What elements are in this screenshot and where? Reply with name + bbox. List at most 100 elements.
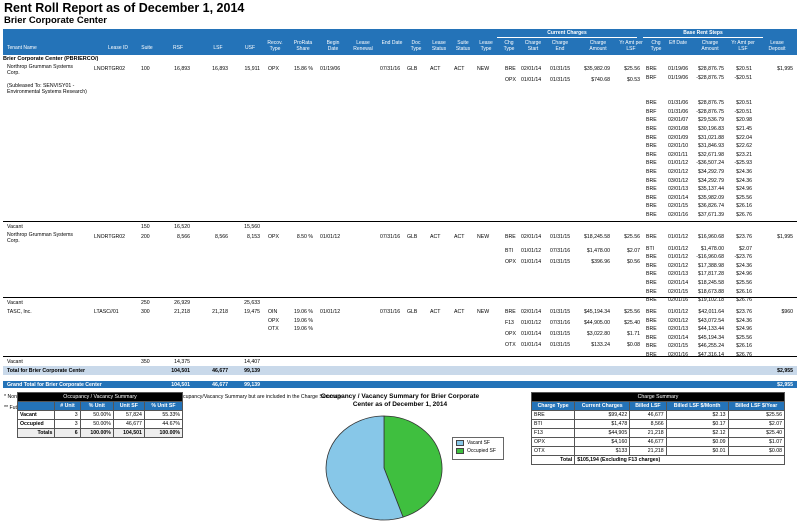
occupancy-cell: 100.00%: [143, 428, 184, 438]
yr-amt-per-lsf: $25.56: [624, 234, 640, 240]
step-yr-amt-per-lsf: $26.76: [736, 212, 752, 218]
header-base-rent-steps: Base Rent Steps: [643, 30, 763, 38]
step-yr-amt-per-lsf: -$20.51: [734, 108, 752, 115]
header-rsf: RSF: [173, 45, 183, 51]
header-lease-renewal: Lease Renewal: [353, 40, 373, 52]
step-yr-amt-per-lsf: -$25.93: [734, 160, 752, 167]
total-label: Total: [530, 455, 576, 465]
step-charge-amount: $18,245.58: [698, 280, 724, 286]
grand-total-deposit: $2,955: [777, 381, 793, 388]
lsf: 16,893: [212, 66, 228, 72]
table-row: Occupied 3 50.00% 46,677 44.67%: [16, 419, 184, 429]
rsf: 26,929: [174, 300, 190, 306]
step-yr-amt-per-lsf: $25.56: [736, 334, 752, 341]
charge-end: 01/31/15: [550, 77, 571, 83]
step-charge-type: BRE: [646, 66, 657, 72]
charge-summary-table: Charge Summary Charge Type Current Charg…: [530, 392, 786, 465]
header-chg-type: Chg Type: [503, 40, 515, 52]
charge-value-cell: $4,160: [574, 437, 631, 447]
charge-start: 01/01/14: [521, 259, 542, 265]
charge-amount: $740.68: [591, 77, 610, 83]
effective-date: 01/01/12: [668, 160, 689, 167]
effective-date: 01/01/12: [668, 309, 689, 315]
charge-amount: $35,982.09: [584, 66, 610, 72]
charge-start: 02/01/14: [521, 66, 542, 72]
effective-date: 02/01/08: [668, 126, 689, 132]
occupancy-summary-table: Occupancy / Vacancy Summary # Unit % Uni…: [16, 392, 184, 438]
header-current-charges: Current Charges: [497, 30, 637, 38]
occupancy-col-blank: [16, 401, 56, 411]
step-yr-amt-per-lsf: $22.04: [736, 134, 752, 141]
charge-end: 07/31/16: [550, 248, 571, 254]
step-charge-amount: $31,021.88: [698, 134, 724, 141]
charge-type: BRE: [505, 66, 516, 72]
step-charge-amount: -$36,507.24: [696, 160, 724, 167]
tenant-name: Northrop Grumman Systems Corp.: [7, 232, 74, 244]
prorata-share: 15.86 %: [293, 66, 313, 72]
step-yr-amt-per-lsf: $26.16: [736, 343, 752, 350]
charge-end: 01/31/15: [550, 331, 571, 337]
step-charge-amount: $30,196.83: [698, 126, 724, 132]
step-yr-amt-per-lsf: $23.21: [736, 151, 752, 158]
charge-end: 01/31/15: [550, 342, 571, 348]
header-chg-type-2: Chg Type: [650, 40, 662, 52]
step-charge-type: BRE: [646, 288, 657, 295]
usf: 15,560: [244, 224, 260, 230]
effective-date: 02/01/16: [668, 212, 689, 218]
effective-date: 02/01/13: [668, 326, 689, 333]
step-charge-type: BRE: [646, 352, 657, 358]
step-charge-amount: $17,817.28: [698, 271, 724, 278]
lease-status: ACT: [430, 66, 441, 72]
charge-amount: $396.96: [591, 259, 610, 265]
charge-type: BRE: [505, 234, 516, 240]
step-charge-amount: $18,673.88: [698, 288, 724, 295]
yr-amt-per-lsf: $0.53: [627, 77, 640, 83]
suite: 300: [141, 309, 150, 315]
lease-deposit: $960: [781, 309, 793, 315]
charge-type: OTX: [505, 342, 516, 348]
charge-summary-col: Billed LSF $/Year: [727, 401, 786, 411]
charge-start: 02/01/14: [521, 309, 542, 315]
end-date: 07/31/16: [380, 309, 401, 315]
charge-end: 01/31/15: [550, 234, 571, 240]
charge-value-cell: $25.40: [727, 428, 786, 438]
charge-amount: $18,245.58: [584, 234, 610, 240]
charge-value-cell: $2.12: [665, 428, 729, 438]
effective-date: 02/01/12: [668, 317, 689, 324]
effective-date: 01/01/12: [668, 234, 689, 240]
charge-type: F13: [505, 320, 514, 326]
step-charge-amount: -$28,876.75: [696, 74, 724, 81]
table-row: F13 $44,905 21,218 $2.12 $25.40: [530, 428, 786, 438]
rsf: 14,375: [174, 359, 190, 365]
step-charge-type: BRE: [646, 151, 657, 158]
step-charge-amount: $28,876.75: [698, 66, 724, 72]
step-charge-type: BRE: [646, 143, 657, 150]
table-row: BTI $1,478 8,566 $0.17 $2.07: [530, 419, 786, 429]
step-yr-amt-per-lsf: $24.36: [736, 177, 752, 184]
effective-date: 02/01/15: [668, 203, 689, 210]
lease-type: NEW: [477, 234, 490, 240]
charge-value-cell: $99,422: [574, 410, 631, 420]
begin-date: 01/01/12: [320, 309, 341, 315]
effective-date: 02/01/11: [668, 151, 688, 158]
step-charge-type: BRE: [646, 177, 657, 184]
total-value: $105,194 (Excluding F13 charges): [574, 455, 785, 465]
step-yr-amt-per-lsf: $24.36: [736, 262, 752, 269]
charge-value-cell: $2.13: [665, 410, 729, 420]
prorata-share: 19.06 %: [293, 326, 313, 333]
step-charge-amount: $17,388.98: [698, 262, 724, 269]
step-charge-amount: $47,316.14: [698, 352, 724, 358]
charge-end: 01/31/15: [550, 259, 571, 265]
lease-id: LNORTGR02: [94, 66, 126, 72]
step-charge-amount: $34,292.79: [698, 177, 724, 184]
effective-date: 02/01/13: [668, 271, 689, 278]
yr-amt-per-lsf: $2.07: [627, 248, 640, 254]
usf: 14,407: [244, 359, 260, 365]
step-charge-amount: $45,194.34: [698, 334, 724, 341]
step-yr-amt-per-lsf: $2.07: [739, 245, 752, 252]
header-charge-end: Charge End: [551, 40, 569, 52]
effective-date: 01/01/12: [668, 254, 689, 261]
charge-value-cell: $1.07: [727, 437, 786, 447]
step-yr-amt-per-lsf: $26.16: [736, 288, 752, 295]
step-charge-amount: -$16,960.68: [696, 254, 724, 261]
